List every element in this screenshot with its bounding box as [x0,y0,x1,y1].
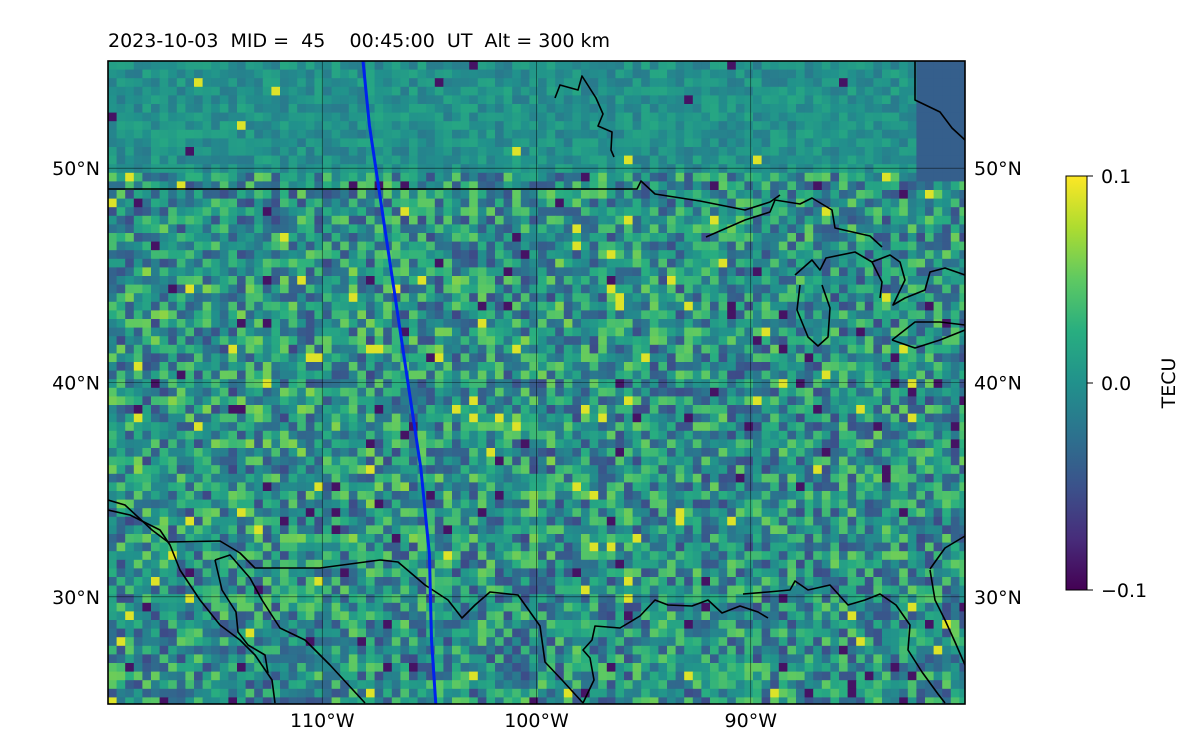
lon-tick-label: 90°W [725,710,778,732]
colorbar-tick-label: −0.1 [1101,580,1147,602]
colorbar-label: TECU [1158,358,1180,410]
colorbar-tick-label: 0.1 [1101,166,1131,188]
lon-tick-label: 100°W [504,710,569,732]
map-frame [107,60,966,705]
lat-tick-label-right: 30°N [974,587,1022,609]
lon-tick-label: 110°W [290,710,355,732]
axis-ticks: 110°W 100°W 90°W 50°N 50°N 40°N 40°N 30°N 30°N [52,158,1022,732]
lat-tick-label-left: 40°N [52,373,100,395]
satellite-track-line [361,61,438,704]
coastlines [108,61,965,704]
lat-tick-label-right: 50°N [974,158,1022,180]
colorbar-tick-label: 0.0 [1101,373,1131,395]
colorbar-ticks: 0.1 0.0 −0.1 [1087,166,1147,602]
lat-tick-label-right: 40°N [974,373,1022,395]
figure-title: 2023-10-03 MID = 45 00:45:00 UT Alt = 30… [108,30,611,52]
lat-tick-label-left: 50°N [52,158,100,180]
tec-heatmap [108,61,965,704]
colorbar-gradient [1065,175,1088,591]
lat-tick-label-left: 30°N [52,587,100,609]
graticule-gridlines [108,61,965,704]
colorbar: 0.1 0.0 −0.1 TECU [1065,166,1180,602]
